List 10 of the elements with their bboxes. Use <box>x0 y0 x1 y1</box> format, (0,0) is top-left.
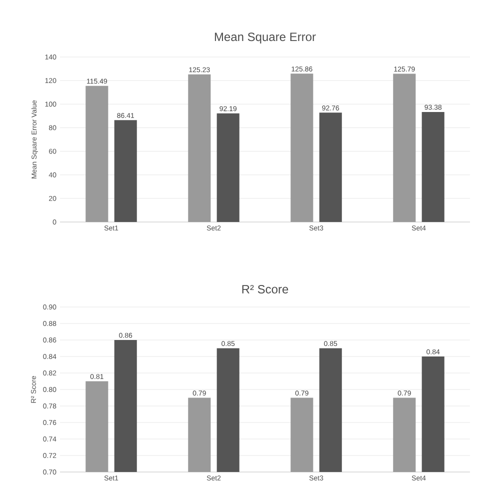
bar <box>393 74 416 222</box>
bar <box>188 74 211 222</box>
bar <box>86 86 108 222</box>
chart-title: Mean Square Error <box>214 32 316 44</box>
bar <box>422 112 444 222</box>
chart-title: R² Score <box>242 284 288 294</box>
bar <box>319 112 342 222</box>
bar <box>216 113 240 222</box>
bar <box>114 120 137 222</box>
bar <box>290 74 314 222</box>
